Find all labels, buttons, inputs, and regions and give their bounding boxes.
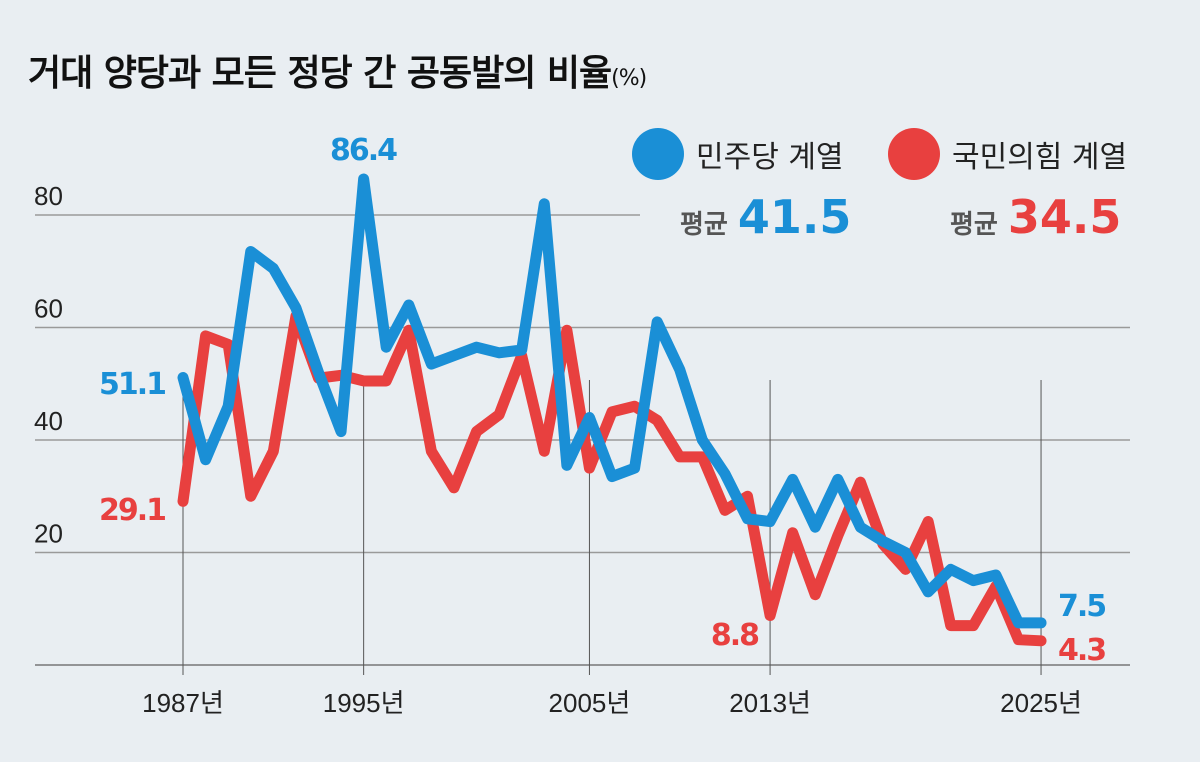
series-line-democratic xyxy=(177,173,1047,629)
title-text: 거대 양당과 모든 정당 간 공동발의 비율 xyxy=(28,53,612,94)
data-label: 8.8 xyxy=(711,618,759,653)
x-tick-label: 2025년 xyxy=(1000,688,1082,718)
y-tick-label: 60 xyxy=(34,294,63,324)
data-label: 7.5 xyxy=(1058,589,1105,624)
x-tick-label: 1987년 xyxy=(142,688,224,718)
legend-label-democratic: 민주당 계열 xyxy=(696,140,844,175)
average-label: 평균 xyxy=(680,210,728,240)
average-label: 평균 xyxy=(950,210,998,240)
data-label: 29.1 xyxy=(99,493,165,528)
chart-title: 거대 양당과 모든 정당 간 공동발의 비율(%) xyxy=(28,44,647,96)
y-tick-label: 20 xyxy=(34,519,63,549)
legend-label-ppp: 국민의힘 계열 xyxy=(952,140,1128,175)
x-tick-label: 1995년 xyxy=(323,688,405,718)
x-tick-label: 2013년 xyxy=(729,688,811,718)
y-tick-label: 80 xyxy=(34,181,63,211)
average-democratic: 평균 41.5 xyxy=(680,190,851,244)
title-unit: (%) xyxy=(611,66,647,91)
average-value: 34.5 xyxy=(1007,190,1122,244)
y-tick-label: 40 xyxy=(34,406,63,436)
x-tick-label: 2005년 xyxy=(549,688,631,718)
average-ppp: 평균 34.5 xyxy=(950,190,1121,244)
legend-marker-democratic xyxy=(632,128,684,180)
legend-marker-ppp xyxy=(888,128,940,180)
data-label: 51.1 xyxy=(99,367,165,402)
average-value: 41.5 xyxy=(737,190,852,244)
data-label: 4.3 xyxy=(1058,633,1105,668)
data-label: 86.4 xyxy=(330,133,397,168)
